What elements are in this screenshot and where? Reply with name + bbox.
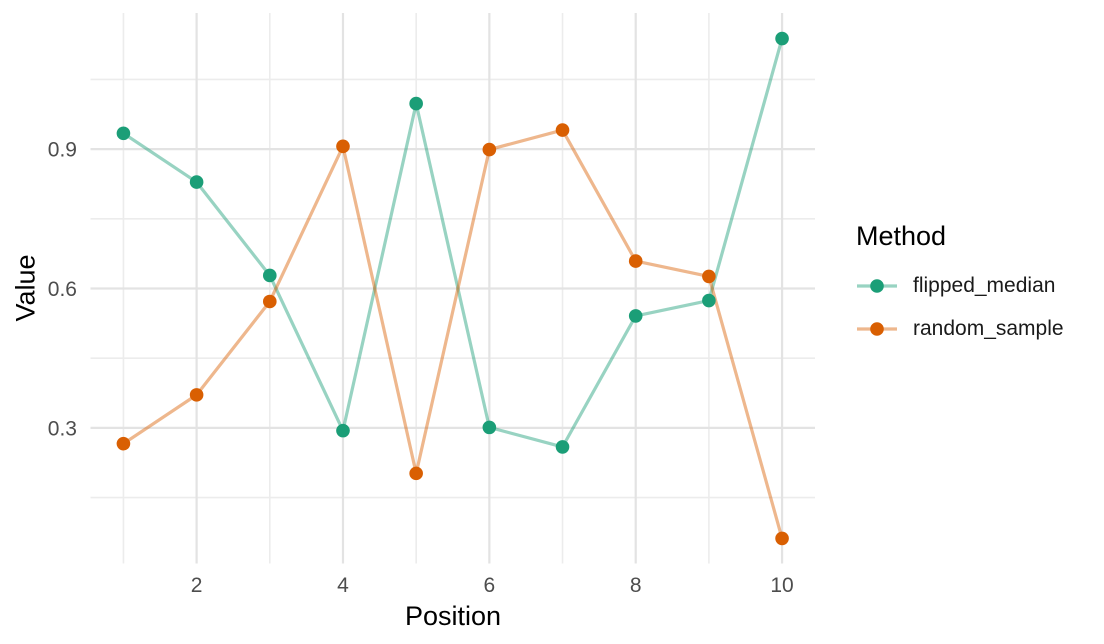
- data-point-flipped_median-10: [775, 31, 789, 46]
- data-point-random_sample-1: [116, 436, 131, 451]
- data-point-random_sample-7: [555, 123, 570, 137]
- data-point-flipped_median-4: [336, 423, 350, 438]
- legend-item-flipped-median: flipped_median: [856, 264, 1064, 307]
- x-tick-label: 6: [483, 574, 495, 597]
- data-point-random_sample-3: [262, 294, 277, 309]
- data-point-random_sample-6: [482, 142, 497, 157]
- data-point-random_sample-2: [189, 388, 204, 402]
- data-point-random_sample-4: [336, 139, 350, 154]
- y-axis-title: Value: [10, 254, 41, 322]
- y-tick-label: 0.9: [48, 139, 77, 162]
- legend-title: Method: [856, 221, 947, 251]
- x-tick-label: 8: [630, 574, 642, 597]
- data-point-random_sample-10: [775, 531, 789, 546]
- y-tick-label: 0.6: [48, 278, 77, 301]
- data-point-flipped_median-2: [189, 175, 204, 189]
- random-sample-key-icon: [857, 321, 897, 336]
- data-point-flipped_median-9: [702, 293, 716, 308]
- data-point-flipped_median-7: [555, 440, 570, 454]
- data-point-flipped_median-8: [628, 309, 643, 323]
- data-point-flipped_median-5: [409, 96, 423, 111]
- data-point-random_sample-8: [628, 254, 643, 268]
- data-point-flipped_median-1: [116, 126, 131, 141]
- series-line-random_sample: [121, 128, 784, 541]
- legend-item-random-sample: random_sample: [856, 307, 1064, 350]
- data-point-flipped_median-3: [262, 268, 277, 283]
- legend-item-label: random_sample: [913, 316, 1064, 340]
- data-point-random_sample-9: [702, 269, 716, 284]
- y-tick-label: 0.3: [48, 417, 77, 440]
- x-axis-title: Position: [404, 601, 502, 631]
- data-point-flipped_median-6: [482, 420, 497, 435]
- legend-item-label: flipped_median: [913, 273, 1056, 297]
- x-tick-label: 2: [191, 574, 203, 597]
- data-point-random_sample-5: [409, 466, 423, 481]
- flipped-median-key-icon: [857, 278, 897, 293]
- x-tick-label: 10: [770, 574, 793, 597]
- series-line-flipped_median: [121, 36, 784, 449]
- legend: Method flipped_median random_sample: [856, 221, 1064, 350]
- x-tick-label: 4: [337, 574, 349, 597]
